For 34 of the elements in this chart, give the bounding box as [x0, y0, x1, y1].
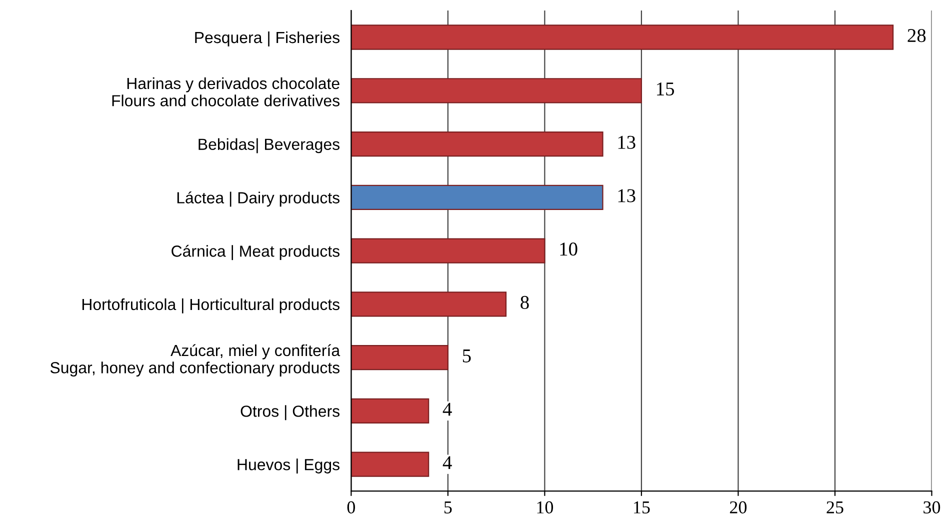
bar: [351, 398, 430, 424]
data-label: 13: [618, 136, 636, 149]
bar: [351, 345, 448, 370]
x-tick-label: 25: [826, 501, 844, 514]
bar: [351, 131, 604, 157]
data-label: 5: [462, 350, 471, 362]
x-tick-label: 20: [730, 501, 747, 514]
data-label: 10: [560, 242, 578, 256]
bar: [351, 78, 642, 104]
data-label: 15: [657, 82, 674, 96]
bar: [351, 24, 894, 50]
y-tick-label: Azúcar, miel y confitería Sugar, honey and confectionary products: [50, 344, 340, 377]
data-label: 28: [908, 29, 926, 42]
bar: [351, 452, 430, 477]
data-label: 13: [618, 189, 636, 202]
x-tick-label: 0: [347, 501, 355, 514]
x-tick-label: 15: [634, 501, 650, 514]
y-tick-label: Otros | Others: [240, 405, 340, 420]
y-tick-label: Pesquera | Fisheries: [195, 31, 340, 46]
bar: [351, 184, 604, 210]
y-tick-label: Láctea | Dairy products: [177, 192, 340, 207]
data-label: 4: [442, 402, 452, 416]
data-label: 8: [520, 296, 529, 310]
y-tick-label: Huevos | Eggs: [238, 458, 340, 474]
bar: [351, 292, 507, 317]
bar: [351, 238, 546, 264]
y-tick-label: Harinas y derivados chocolate Flours and chocolate derivatives: [112, 77, 340, 106]
y-tick-label: Hortofruticola | Horticultural products: [82, 298, 340, 314]
x-tick-label: 5: [444, 501, 452, 514]
data-label: 4: [442, 456, 452, 470]
x-tick-label: 10: [537, 501, 554, 514]
y-tick-label: Bebidas| Beverages: [198, 138, 340, 154]
y-tick-label: Cárnica | Meat products: [172, 244, 340, 260]
x-tick-label: 30: [924, 501, 940, 514]
